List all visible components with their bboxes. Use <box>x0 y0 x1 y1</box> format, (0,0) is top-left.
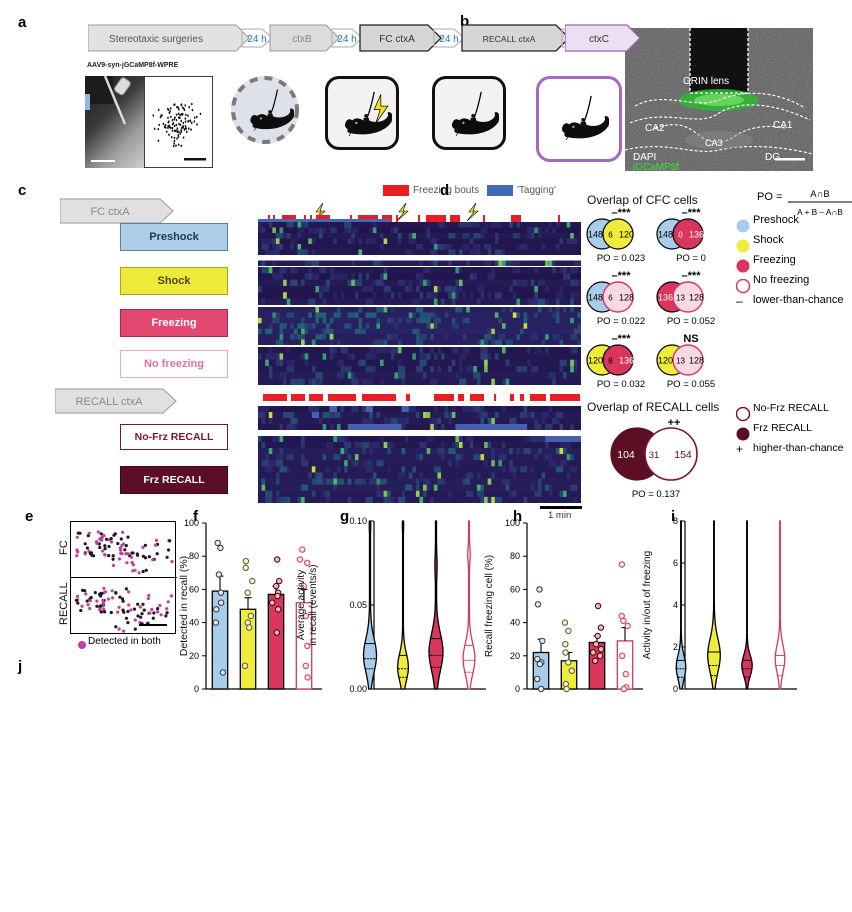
svg-text:148: 148 <box>588 230 603 240</box>
svg-text:6: 6 <box>608 231 613 240</box>
svg-text:Stereotaxic surgeries: Stereotaxic surgeries <box>109 34 203 45</box>
svg-text:6: 6 <box>673 558 678 568</box>
svg-text:ctxB: ctxB <box>292 34 312 45</box>
svg-text:60: 60 <box>189 584 199 594</box>
svg-text:13: 13 <box>676 357 685 366</box>
svg-text:60: 60 <box>510 584 520 594</box>
svg-text:RECALL ctxA: RECALL ctxA <box>76 396 144 408</box>
svg-text:128: 128 <box>689 356 704 366</box>
svg-text:120: 120 <box>658 356 673 366</box>
svg-text:24 h: 24 h <box>247 34 266 45</box>
svg-text:0: 0 <box>678 231 683 240</box>
svg-text:128: 128 <box>619 293 634 303</box>
svg-text:0: 0 <box>194 684 199 694</box>
svg-text:24 h: 24 h <box>439 34 458 45</box>
svg-text:0: 0 <box>515 684 520 694</box>
svg-text:120: 120 <box>619 230 634 240</box>
svg-text:0.00: 0.00 <box>349 684 367 694</box>
svg-text:CA3: CA3 <box>705 138 723 148</box>
svg-text:6: 6 <box>608 294 613 303</box>
svg-text:80: 80 <box>189 551 199 561</box>
svg-text:20: 20 <box>189 651 199 661</box>
svg-text:120: 120 <box>588 356 603 366</box>
svg-text:0.05: 0.05 <box>349 600 367 610</box>
svg-text:FC ctxA: FC ctxA <box>379 34 415 45</box>
svg-text:128: 128 <box>689 293 704 303</box>
svg-text:24 h: 24 h <box>337 34 356 45</box>
svg-text:CA1: CA1 <box>773 120 793 131</box>
svg-text:2: 2 <box>673 642 678 652</box>
svg-text:ctxC: ctxC <box>589 34 609 45</box>
svg-text:148: 148 <box>658 230 673 240</box>
svg-text:20: 20 <box>510 651 520 661</box>
svg-text:80: 80 <box>510 551 520 561</box>
svg-text:8: 8 <box>608 357 613 366</box>
svg-text:13: 13 <box>676 294 685 303</box>
svg-text:0: 0 <box>673 684 678 694</box>
svg-text:RECALL ctxA: RECALL ctxA <box>483 34 536 44</box>
svg-text:CA2: CA2 <box>645 123 665 134</box>
svg-text:136: 136 <box>658 293 673 303</box>
svg-text:40: 40 <box>510 618 520 628</box>
svg-text:GRIN lens: GRIN lens <box>683 76 729 87</box>
svg-text:jGCaMP8f: jGCaMP8f <box>632 162 679 171</box>
svg-text:40: 40 <box>189 618 199 628</box>
svg-text:4: 4 <box>673 600 678 610</box>
svg-text:FC ctxA: FC ctxA <box>90 206 130 218</box>
svg-text:136: 136 <box>619 356 634 366</box>
svg-text:0.10: 0.10 <box>349 517 367 526</box>
svg-text:148: 148 <box>588 293 603 303</box>
svg-text:A + B – A∩B: A + B – A∩B <box>797 207 843 217</box>
svg-text:DG: DG <box>765 152 780 163</box>
svg-text:136: 136 <box>689 230 704 240</box>
svg-text:A∩B: A∩B <box>810 189 830 200</box>
svg-text:154: 154 <box>674 449 692 461</box>
svg-text:31: 31 <box>649 450 660 461</box>
svg-text:104: 104 <box>617 449 635 461</box>
